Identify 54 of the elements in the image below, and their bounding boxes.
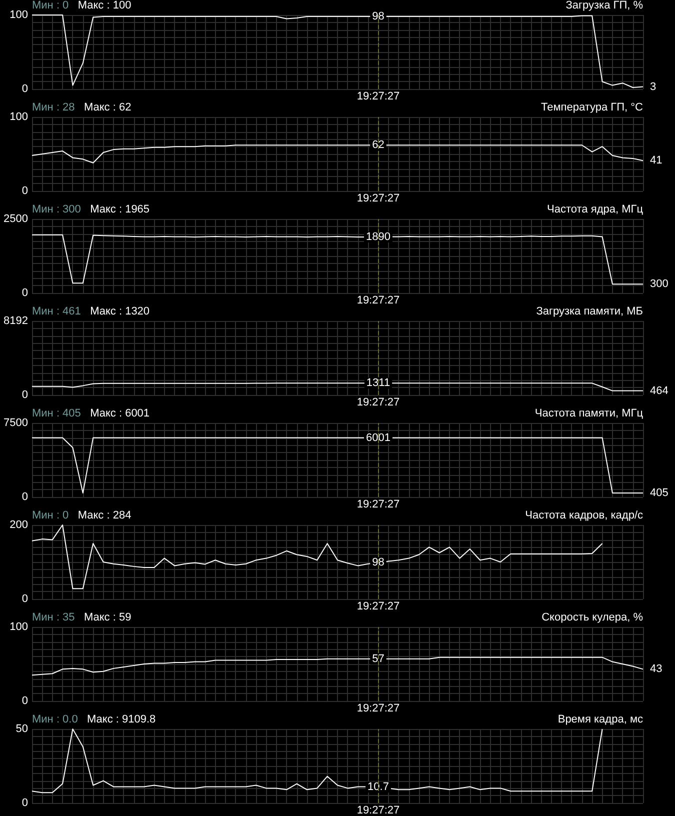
y-tick-label: 0 xyxy=(22,491,28,503)
y-tick-label: 0 xyxy=(22,83,28,95)
text: Макс : 6001 xyxy=(90,408,150,420)
y-tick-label: 100 xyxy=(10,111,28,123)
text: Мин : 0 xyxy=(32,0,69,12)
text: Макс : 100 xyxy=(78,0,132,12)
chart-title: Скорость кулера, % xyxy=(542,612,644,624)
text: Мин : 0.0 xyxy=(32,714,78,726)
y-tick-label: 50 xyxy=(16,723,28,735)
chart-title: Частота ядра, МГц xyxy=(547,204,644,216)
text: Макс : 1965 xyxy=(90,204,150,216)
text: Мин : 28 xyxy=(32,102,75,114)
x-tick-label: 19:27:27 xyxy=(356,498,400,510)
chart-title: Время кадра, мс xyxy=(558,714,644,726)
text: Мин : 0 xyxy=(32,510,69,522)
y-tick-label: 0 xyxy=(22,287,28,299)
data-label: 3 xyxy=(650,80,656,93)
y-tick-label: 7500 xyxy=(4,417,28,429)
y-tick-label: 0 xyxy=(22,695,28,707)
text: Макс : 9109.8 xyxy=(87,714,156,726)
text: Макс : 62 xyxy=(84,102,132,114)
y-tick-label: 100 xyxy=(10,9,28,21)
chart-title: Загрузка памяти, МБ xyxy=(536,306,644,318)
y-tick-label: 200 xyxy=(10,519,28,531)
chart-title: Частота кадров, кадр/с xyxy=(525,510,644,522)
data-label: 41 xyxy=(650,154,662,167)
text: Мин : 405 xyxy=(32,408,81,420)
x-tick-label: 19:27:27 xyxy=(356,192,400,204)
x-tick-label: 19:27:27 xyxy=(356,804,400,816)
x-tick-label: 19:27:27 xyxy=(356,702,400,714)
data-label: 300 xyxy=(650,278,668,290)
chart-title: Температура ГП, °C xyxy=(541,102,644,114)
text: Макс : 284 xyxy=(78,510,132,522)
text: Макс : 59 xyxy=(84,612,132,624)
text: Мин : 461 xyxy=(32,306,81,318)
text: Макс : 1320 xyxy=(90,306,150,318)
y-tick-label: 2500 xyxy=(4,213,28,225)
data-label: 43 xyxy=(650,663,662,676)
x-tick-label: 19:27:27 xyxy=(356,294,400,306)
y-tick-label: 0 xyxy=(22,593,28,605)
y-tick-label: 0 xyxy=(22,185,28,197)
data-label: 405 xyxy=(650,487,668,500)
y-tick-label: 0 xyxy=(22,389,28,401)
chart-title: Частота памяти, МГц xyxy=(534,408,644,420)
x-tick-label: 19:27:27 xyxy=(356,396,400,408)
y-tick-label: 100 xyxy=(10,621,28,633)
y-tick-label: 8192 xyxy=(4,315,28,327)
text: Мин : 300 xyxy=(32,204,81,216)
y-tick-label: 0 xyxy=(22,797,28,809)
x-tick-label: 19:27:27 xyxy=(356,600,400,612)
data-label: 464 xyxy=(650,384,668,397)
text: Мин : 35 xyxy=(32,612,75,624)
chart-title: Загрузка ГП, % xyxy=(566,0,644,12)
x-tick-label: 19:27:27 xyxy=(356,90,400,102)
